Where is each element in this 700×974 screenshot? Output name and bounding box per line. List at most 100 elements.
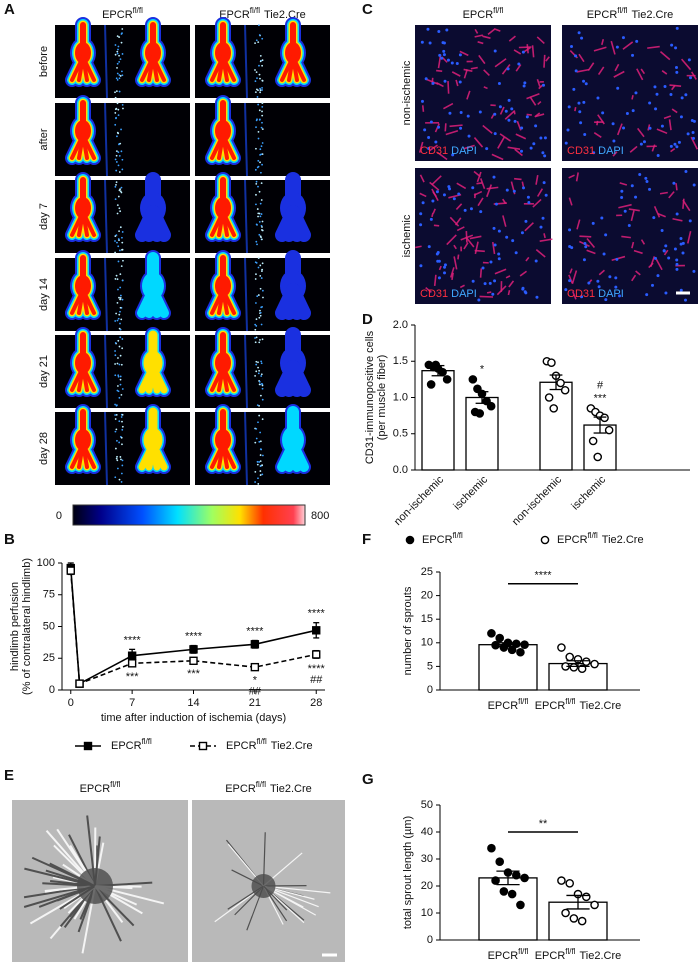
dapi-nucleus <box>663 85 667 89</box>
cd31-signal <box>513 110 516 115</box>
image-speck <box>261 305 264 308</box>
image-speck <box>256 295 259 298</box>
stain-cd31: CD31 <box>567 288 595 300</box>
dapi-nucleus <box>579 121 583 125</box>
dapi-nucleus <box>660 124 664 128</box>
cd31-signal <box>526 113 532 116</box>
dapi-nucleus <box>448 111 452 115</box>
image-speck <box>118 36 121 38</box>
data-point <box>569 663 579 672</box>
image-speck <box>257 137 260 140</box>
dapi-nucleus <box>437 125 441 129</box>
cd31-signal <box>616 123 623 136</box>
dapi-nucleus <box>574 54 578 58</box>
dapi-nucleus <box>568 228 572 232</box>
image-speck <box>261 153 264 155</box>
y-axis-label: total sprout length (µm) <box>402 816 414 929</box>
image-speck <box>116 66 118 69</box>
paw-signal <box>135 172 171 242</box>
image-speck <box>259 309 261 312</box>
image-speck <box>117 339 120 342</box>
y-tick-label: 50 <box>421 799 433 811</box>
dapi-nucleus <box>458 80 462 84</box>
data-point <box>560 385 570 395</box>
image-speck <box>259 339 261 341</box>
image-speck <box>118 60 121 63</box>
genotype-label: EPCRfl/fl Tie2.Cre <box>226 737 313 752</box>
cd31-signal <box>569 268 573 274</box>
image-speck <box>114 354 117 357</box>
dapi-nucleus <box>420 99 424 103</box>
dapi-nucleus <box>493 112 497 116</box>
cd31-signal <box>499 133 512 142</box>
image-speck <box>255 147 257 150</box>
image-speck <box>119 298 121 301</box>
dapi-nucleus <box>580 36 584 40</box>
label-part: EPCR <box>463 9 494 21</box>
data-point <box>438 367 447 377</box>
stain-cd31: CD31 <box>567 145 595 157</box>
genotype-label: EPCRfl/fl Tie2.Cre <box>225 780 312 795</box>
dapi-nucleus <box>441 41 445 45</box>
image-speck <box>117 195 120 198</box>
image-speck <box>260 199 263 201</box>
y-tick-label: 1.5 <box>393 355 408 367</box>
image-speck <box>261 86 263 89</box>
legend-marker <box>198 741 208 751</box>
dapi-nucleus <box>498 105 502 109</box>
image-speck <box>121 279 124 282</box>
label-part: fl/fl <box>250 6 260 15</box>
image-speck <box>121 298 124 301</box>
image-speck <box>114 112 117 114</box>
image-speck <box>255 71 258 74</box>
dapi-nucleus <box>512 189 516 193</box>
genotype-label: EPCRfl/fl Tie2.Cre <box>587 6 674 21</box>
cd31-signal <box>438 265 442 271</box>
cd31-signal <box>631 241 635 249</box>
label-part: EPCR <box>488 950 519 962</box>
cd31-signal <box>478 54 486 65</box>
dapi-nucleus <box>526 195 530 199</box>
dapi-nucleus <box>638 172 642 176</box>
image-speck <box>259 431 262 434</box>
image-vessel <box>244 179 248 254</box>
dapi-nucleus <box>596 96 600 100</box>
paw-palm <box>215 42 231 64</box>
dapi-nucleus <box>423 128 427 132</box>
dapi-nucleus <box>437 29 441 33</box>
image-vessel <box>104 102 108 177</box>
image-speck <box>121 428 124 431</box>
image-speck <box>117 375 120 378</box>
image-speck <box>255 318 258 321</box>
paw-signal <box>210 409 236 469</box>
image-speck <box>259 465 262 467</box>
paw-palm <box>215 275 231 297</box>
dapi-nucleus <box>597 285 601 289</box>
label-part: fl/fl <box>133 6 143 15</box>
image-vessel <box>104 411 108 486</box>
y-tick-label: 20 <box>421 590 433 602</box>
dapi-nucleus <box>670 43 674 47</box>
image-speck <box>117 317 120 320</box>
dapi-nucleus <box>507 98 511 102</box>
data-point <box>516 647 525 657</box>
image-speck <box>118 441 121 444</box>
cd31-signal <box>597 66 605 75</box>
dapi-nucleus <box>614 276 618 280</box>
x-tick-label: 7 <box>129 697 135 709</box>
cd31-signal <box>482 35 491 39</box>
dapi-nucleus <box>450 61 454 65</box>
image-speck <box>261 142 264 144</box>
image-speck <box>258 440 261 443</box>
label-part: Tie2.Cre <box>264 9 306 21</box>
image-speck <box>115 117 117 120</box>
dapi-nucleus <box>532 142 536 146</box>
dapi-nucleus <box>648 126 652 130</box>
dapi-nucleus <box>452 197 456 201</box>
image-speck <box>114 414 117 416</box>
data-point <box>189 645 198 654</box>
image-speck <box>261 59 264 62</box>
image-speck <box>114 96 117 99</box>
cd31-signal <box>451 272 454 280</box>
significance-label: ## <box>249 686 262 698</box>
